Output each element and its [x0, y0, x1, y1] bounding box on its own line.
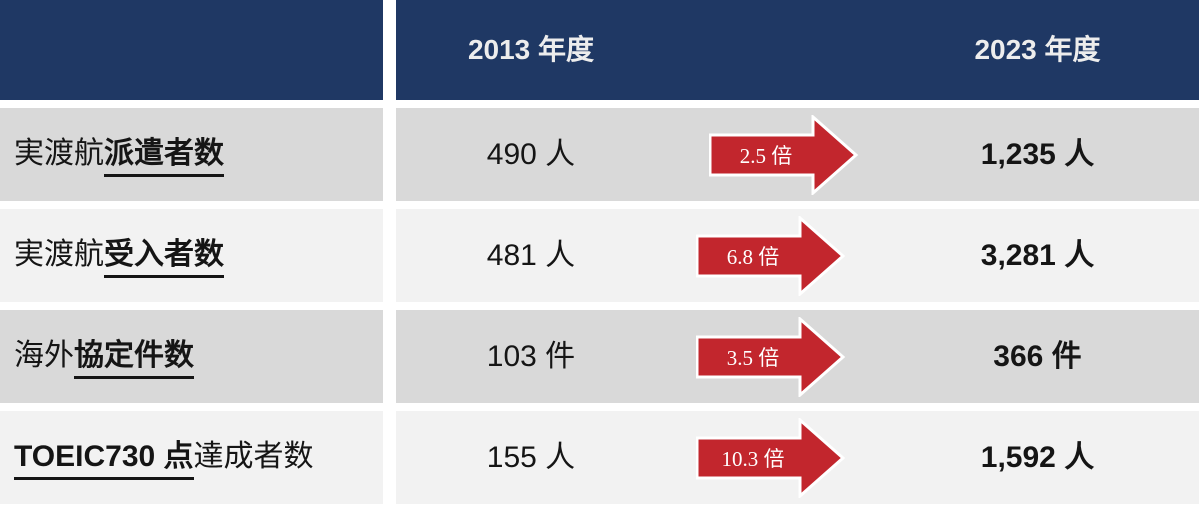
- value-2013: 155 人: [486, 441, 576, 474]
- value-2013: 103 件: [486, 340, 576, 373]
- label-text-emphasized: TOEIC730 点: [14, 440, 194, 480]
- multiplier-label: 6.8 倍: [727, 245, 780, 269]
- right-arrow-icon: 2.5 倍: [709, 114, 859, 195]
- column-divider: [383, 411, 396, 504]
- right-arrow-icon: 6.8 倍: [696, 215, 846, 296]
- column-divider: [383, 209, 396, 302]
- row-data-area: 481 人 6.8 倍 3,281 人: [396, 209, 1199, 302]
- right-arrow-icon: 3.5 倍: [696, 316, 846, 397]
- row-label: 実渡航受入者数: [0, 209, 383, 302]
- growth-arrow: 3.5 倍: [666, 310, 876, 403]
- column-divider: [383, 0, 396, 100]
- value-2013: 481 人: [486, 239, 576, 272]
- row-label: 実渡航派遣者数: [0, 108, 383, 201]
- label-text-regular: 実渡航: [14, 137, 104, 170]
- table-row-acceptance: 実渡航受入者数 481 人 6.8 倍 3,281 人: [0, 209, 1199, 302]
- header-label-cell: [0, 0, 383, 100]
- label-text-regular: 海外: [14, 339, 74, 372]
- value-2023: 366 件: [993, 340, 1082, 373]
- label-text-regular: 実渡航: [14, 238, 104, 271]
- growth-arrow: 10.3 倍: [666, 411, 876, 504]
- table-row-agreements: 海外協定件数 103 件 3.5 倍 366 件: [0, 310, 1199, 403]
- value-2023: 1,592 人: [980, 441, 1095, 474]
- column-divider: [383, 108, 396, 201]
- label-text-emphasized: 受入者数: [104, 238, 224, 278]
- row-data-area: 155 人 10.3 倍 1,592 人: [396, 411, 1199, 504]
- value-2023: 3,281 人: [980, 239, 1095, 272]
- row-label: 海外協定件数: [0, 310, 383, 403]
- table-row-dispatch: 実渡航派遣者数 490 人 2.5 倍 1,235 人: [0, 108, 1199, 201]
- column-header-2023: 2023 年度: [974, 34, 1101, 65]
- row-label: TOEIC730 点達成者数: [0, 411, 383, 504]
- value-2013: 490 人: [486, 138, 576, 171]
- label-text-regular: 達成者数: [193, 440, 314, 473]
- growth-arrow: 2.5 倍: [666, 108, 876, 201]
- table-row-toeic: TOEIC730 点達成者数 155 人 10.3 倍 1,592 人: [0, 411, 1199, 504]
- multiplier-label: 3.5 倍: [727, 346, 780, 370]
- label-text-emphasized: 派遣者数: [104, 137, 224, 177]
- column-header-2013: 2013 年度: [467, 34, 595, 65]
- growth-arrow: 6.8 倍: [666, 209, 876, 302]
- row-data-area: 103 件 3.5 倍 366 件: [396, 310, 1199, 403]
- multiplier-label: 10.3 倍: [722, 447, 785, 471]
- label-text-emphasized: 協定件数: [74, 339, 194, 379]
- value-2023: 1,235 人: [980, 138, 1095, 171]
- header-arrow-spacer: [666, 0, 876, 100]
- right-arrow-icon: 10.3 倍: [696, 417, 846, 498]
- header-data-area: 2013 年度 2023 年度: [396, 0, 1199, 100]
- row-data-area: 490 人 2.5 倍 1,235 人: [396, 108, 1199, 201]
- multiplier-label: 2.5 倍: [740, 144, 793, 168]
- header-row: 2013 年度 2023 年度: [0, 0, 1199, 100]
- column-divider: [383, 310, 396, 403]
